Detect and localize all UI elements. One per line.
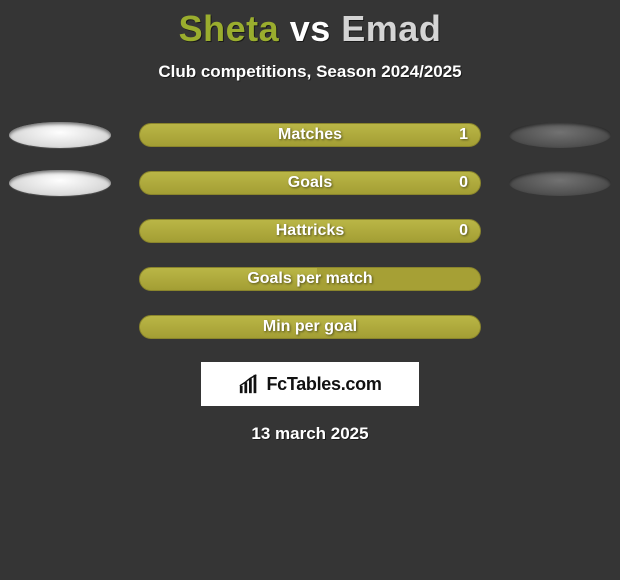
stat-value: 0 [459, 220, 468, 242]
player1-marker [9, 122, 111, 148]
player2-name: Emad [341, 8, 441, 49]
player2-marker [509, 314, 611, 340]
subtitle: Club competitions, Season 2024/2025 [0, 62, 620, 82]
stat-bar: Goals0 [139, 171, 481, 195]
stat-row: Goals0 [0, 170, 620, 196]
date-label: 13 march 2025 [0, 424, 620, 444]
player1-marker [9, 170, 111, 196]
player1-marker [9, 314, 111, 340]
stat-row: Min per goal [0, 314, 620, 340]
brand-logo: FcTables.com [201, 362, 419, 406]
player1-name: Sheta [179, 8, 280, 49]
player2-marker [509, 122, 611, 148]
stats-container: Matches1 Goals0 Hattricks0 Goals per match M… [0, 122, 620, 340]
player2-marker [509, 266, 611, 292]
player2-marker [509, 170, 611, 196]
player1-marker [9, 218, 111, 244]
stat-value: 1 [459, 124, 468, 146]
chart-icon [238, 373, 260, 395]
vs-label: vs [290, 8, 331, 49]
stat-bar: Matches1 [139, 123, 481, 147]
stat-bar: Min per goal [139, 315, 481, 339]
stat-bar-fill [140, 124, 480, 146]
stat-bar: Goals per match [139, 267, 481, 291]
stat-bar-fill [140, 268, 317, 290]
stat-bar: Hattricks0 [139, 219, 481, 243]
stat-value: 0 [459, 172, 468, 194]
stat-bar-fill [140, 316, 480, 338]
stat-row: Matches1 [0, 122, 620, 148]
stat-row: Hattricks0 [0, 218, 620, 244]
player2-marker [509, 218, 611, 244]
stat-bar-fill [140, 172, 480, 194]
stat-bar-fill [140, 220, 480, 242]
stat-row: Goals per match [0, 266, 620, 292]
comparison-title: Sheta vs Emad [0, 0, 620, 50]
player1-marker [9, 266, 111, 292]
brand-text: FcTables.com [266, 374, 381, 395]
